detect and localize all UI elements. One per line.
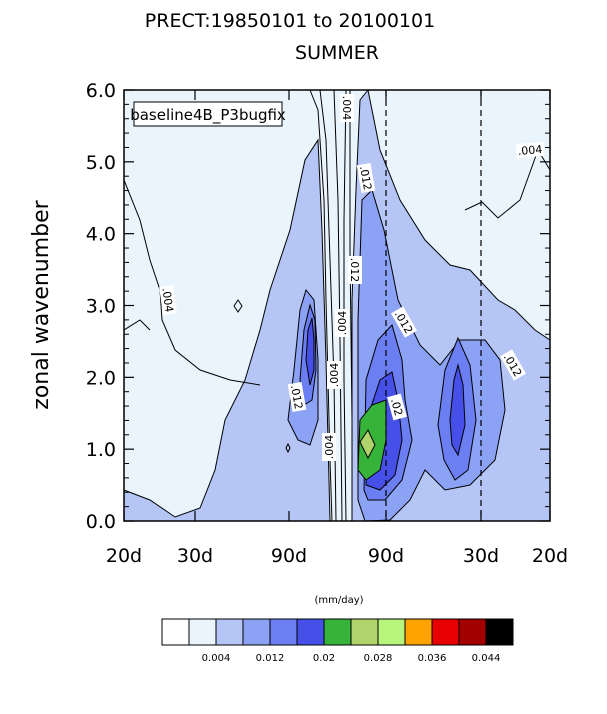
colorbar-tick-label: 0.02 bbox=[313, 653, 335, 664]
colorbar-swatch bbox=[269, 618, 298, 646]
case-label-box bbox=[133, 101, 283, 127]
colorbar: 0.004 0.012 0.02 0.028 0.036 0.044 bbox=[161, 618, 514, 664]
colorbar-tick-label: 0.012 bbox=[256, 653, 285, 664]
x-tick-label: 30d bbox=[463, 545, 499, 567]
contour-fill-0.008 bbox=[123, 138, 331, 522]
y-axis-label: zonal wavenumber bbox=[29, 199, 54, 409]
colorbar-swatch bbox=[161, 618, 190, 646]
y-tick-label: 1.0 bbox=[86, 439, 116, 461]
y-tick-label: 5.0 bbox=[86, 152, 116, 174]
y-axis: 0.0 1.0 2.0 3.0 4.0 5.0 6.0 bbox=[86, 80, 550, 533]
chart-title-line1: PRECT:19850101 to 20100101 bbox=[145, 10, 435, 32]
contour-fill-0.02-west bbox=[305, 317, 315, 386]
x-tick-label: 90d bbox=[368, 545, 404, 567]
y-tick-label: 2.0 bbox=[86, 367, 116, 389]
colorbar-swatch bbox=[323, 618, 352, 646]
x-tick-label: 30d bbox=[177, 545, 213, 567]
contour-label: .012 bbox=[357, 165, 374, 191]
contour-label: .012 bbox=[348, 258, 361, 283]
colorbar-tick-label: 0.044 bbox=[472, 653, 501, 664]
contour-label: .004 bbox=[340, 96, 353, 121]
contour-label: .004 bbox=[159, 287, 175, 313]
contour-label: .004 bbox=[517, 143, 543, 158]
colorbar-swatch bbox=[377, 618, 406, 646]
colorbar-tick-label: 0.028 bbox=[364, 653, 393, 664]
chart-title-line2: SUMMER bbox=[295, 42, 379, 64]
colorbar-swatch bbox=[188, 618, 217, 646]
contour-label: .012 bbox=[288, 384, 305, 410]
case-label: baseline4B_P3bugfix bbox=[130, 106, 286, 125]
contour-fill-0.028 bbox=[359, 428, 376, 460]
colorbar-tick-label: 0.004 bbox=[202, 653, 231, 664]
colorbar-swatch bbox=[215, 618, 244, 646]
contour-lines bbox=[123, 89, 551, 522]
contour-fill-0.02-far bbox=[449, 363, 466, 457]
colorbar-swatch bbox=[242, 618, 271, 646]
x-tick-label: 20d bbox=[532, 545, 568, 567]
colorbar-swatch bbox=[404, 618, 433, 646]
colorbar-swatch bbox=[350, 618, 379, 646]
colorbar-units: (mm/day) bbox=[314, 595, 363, 606]
x-tick-label: 20d bbox=[106, 545, 142, 567]
colorbar-swatch bbox=[431, 618, 460, 646]
plot-area: .004 .012 .012 .004 .004 .004 .012 .004 … bbox=[123, 88, 551, 522]
y-tick-label: 4.0 bbox=[86, 224, 116, 246]
contour-labels: .004 .012 .012 .004 .004 .004 .012 .004 … bbox=[159, 94, 545, 461]
y-tick-label: 3.0 bbox=[86, 296, 116, 318]
x-tick-label: 90d bbox=[271, 545, 307, 567]
contour-label: .02 bbox=[388, 397, 405, 417]
contour-label: .004 bbox=[336, 311, 349, 336]
y-tick-label: 6.0 bbox=[86, 80, 116, 102]
colorbar-swatch bbox=[296, 618, 325, 646]
colorbar-tick-label: 0.036 bbox=[418, 653, 447, 664]
colorbar-swatch bbox=[485, 618, 514, 646]
contour-label: .004 bbox=[328, 363, 341, 388]
contour-label: .004 bbox=[323, 435, 336, 460]
colorbar-swatch bbox=[458, 618, 487, 646]
y-tick-label: 0.0 bbox=[86, 511, 116, 533]
x-axis: 20d 30d 90d 90d 30d 20d bbox=[106, 90, 568, 567]
